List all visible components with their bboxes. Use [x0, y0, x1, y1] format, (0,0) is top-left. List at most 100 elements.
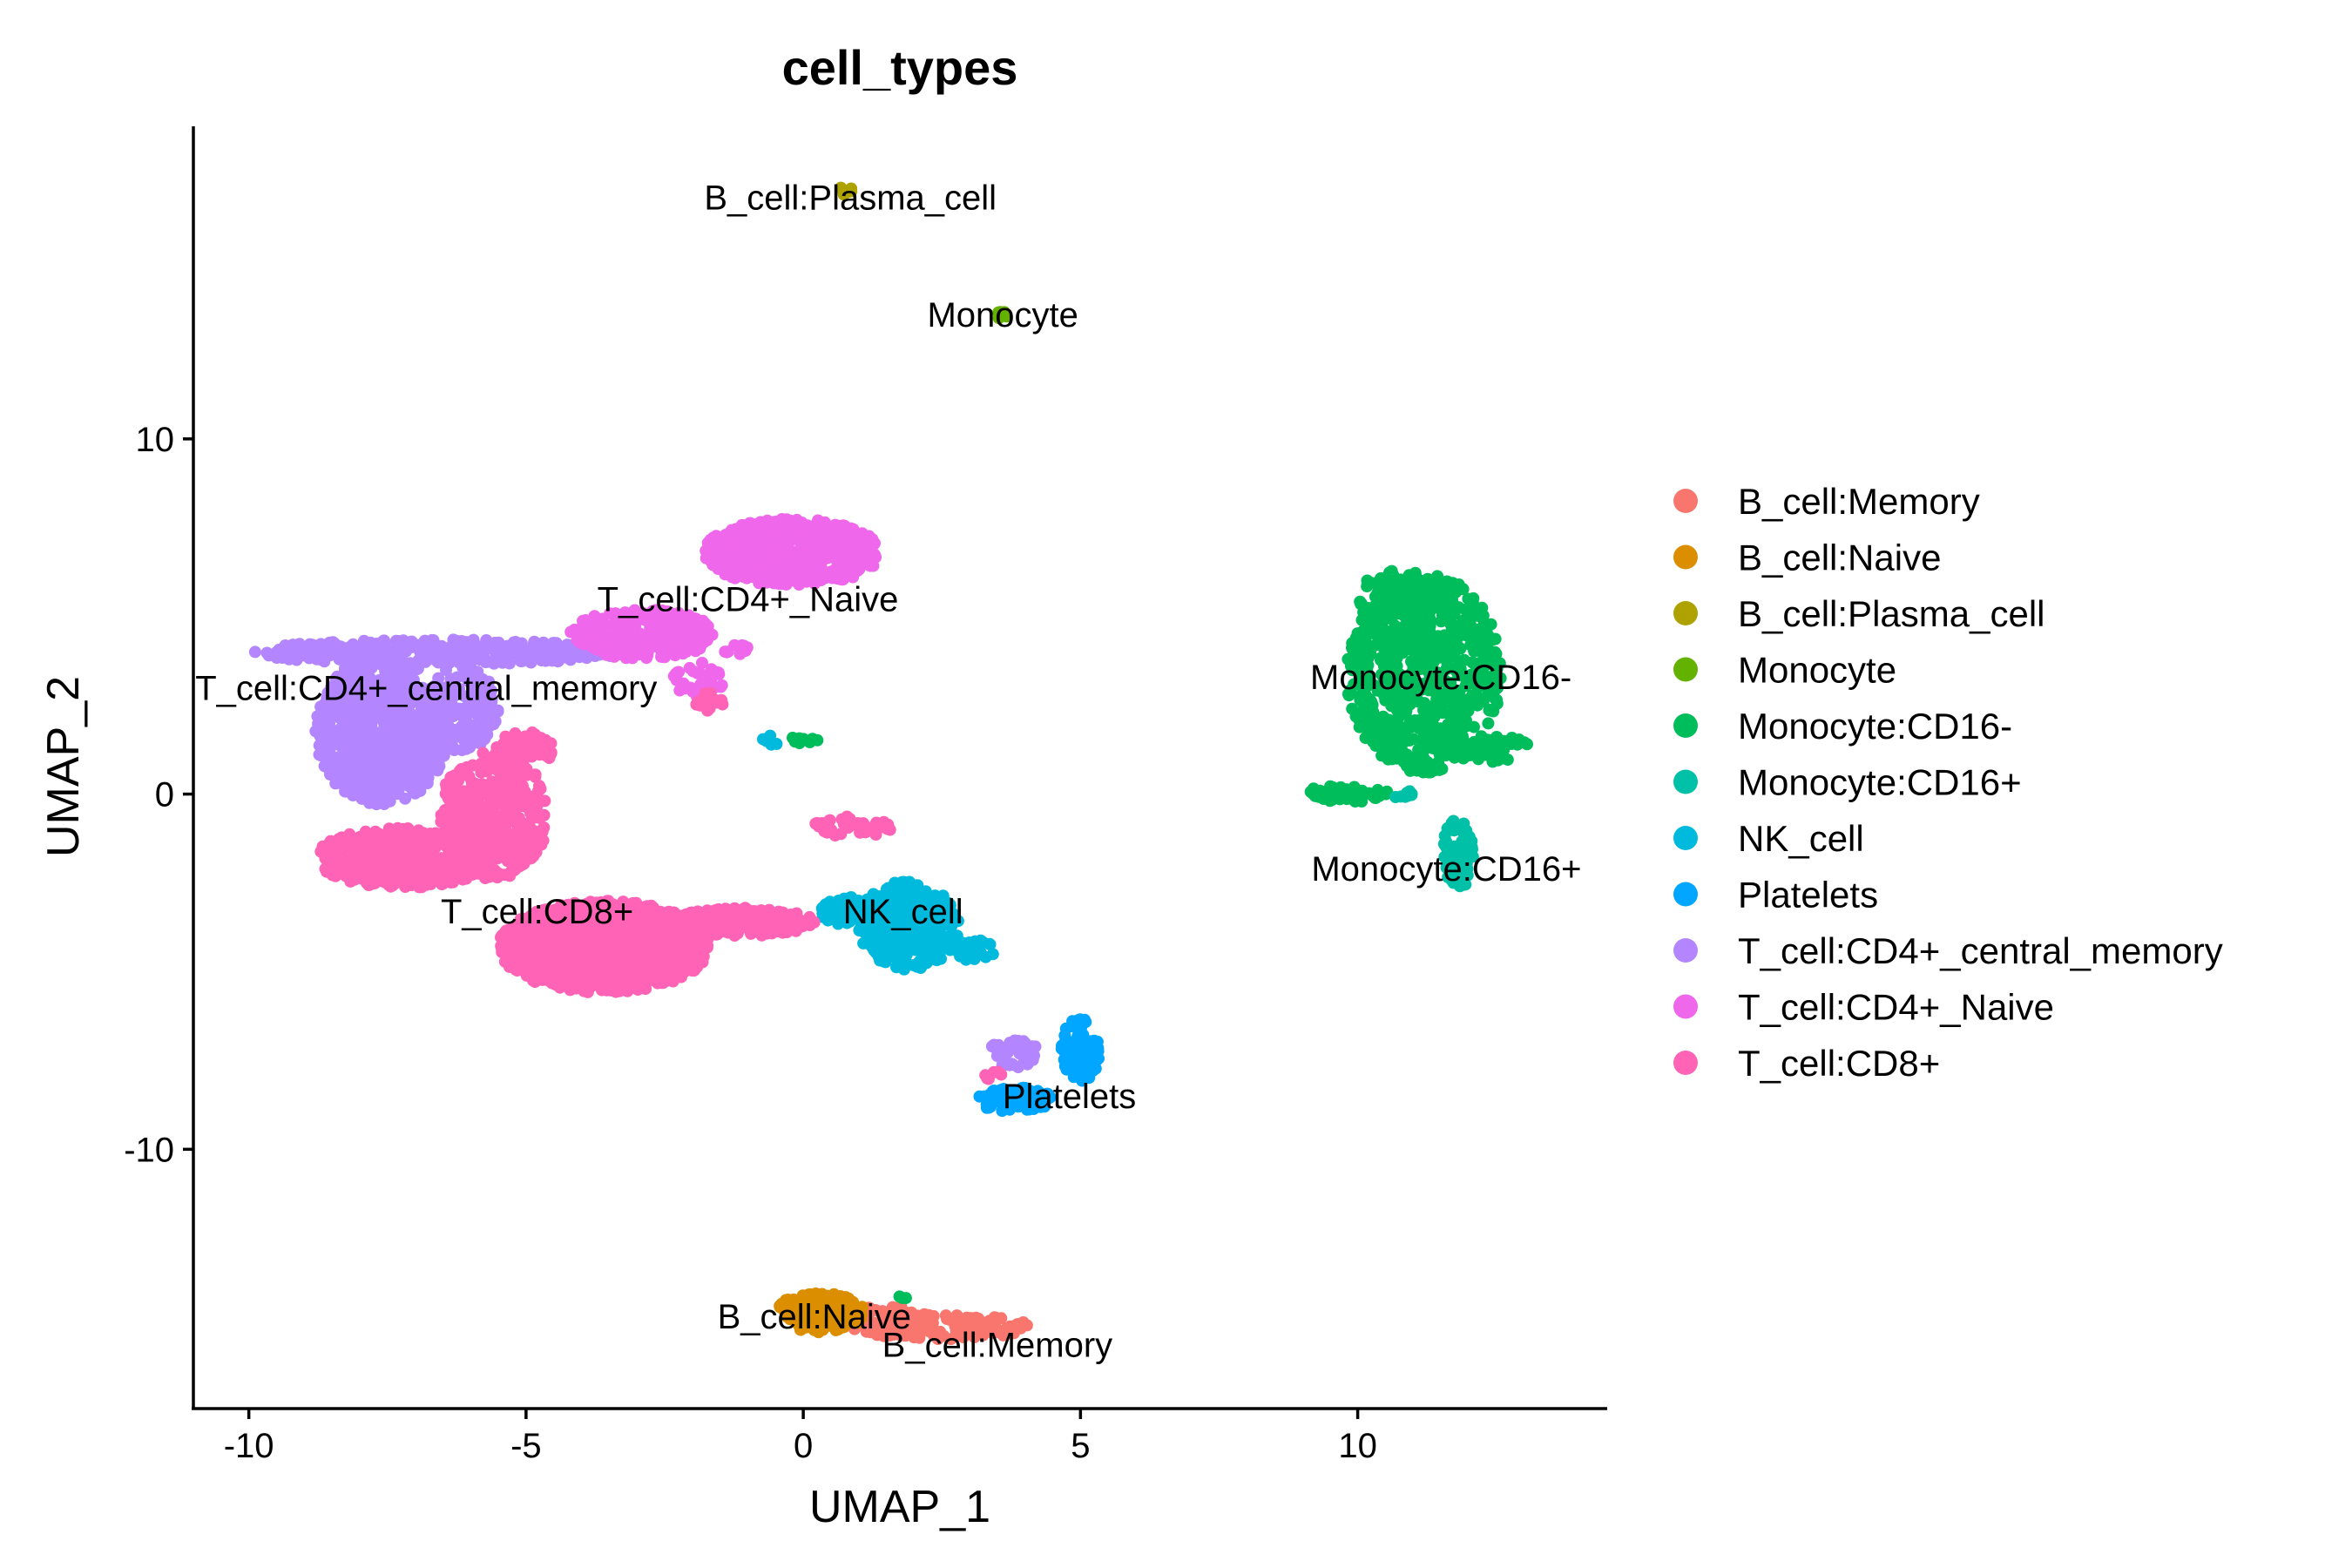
- data-point: [632, 644, 645, 657]
- data-point: [550, 637, 563, 650]
- data-point: [1396, 646, 1409, 659]
- data-point: [746, 558, 759, 571]
- data-point: [652, 963, 666, 977]
- data-point: [1418, 697, 1431, 710]
- data-point: [1448, 824, 1461, 837]
- data-point: [369, 782, 382, 795]
- data-point: [1423, 757, 1436, 770]
- data-point: [950, 1309, 963, 1322]
- data-point: [992, 306, 1004, 319]
- data-point: [585, 640, 598, 653]
- chart-title: cell_types: [782, 40, 1018, 95]
- data-point: [1487, 633, 1499, 646]
- data-point: [409, 720, 422, 733]
- data-point: [802, 1294, 815, 1307]
- data-point: [414, 641, 427, 654]
- data-point: [475, 648, 488, 661]
- data-point: [248, 645, 261, 659]
- data-point: [763, 534, 776, 547]
- data-point: [791, 1298, 804, 1310]
- data-point: [575, 622, 588, 635]
- data-point: [1382, 753, 1395, 766]
- series-0-points: [848, 1300, 1033, 1346]
- data-point: [1505, 732, 1518, 744]
- data-point: [1456, 625, 1469, 639]
- data-point: [1485, 651, 1498, 664]
- data-point: [357, 787, 370, 801]
- data-point: [793, 737, 806, 750]
- data-point: [920, 1310, 933, 1323]
- data-point: [1384, 731, 1397, 744]
- data-point: [454, 729, 467, 742]
- data-point: [388, 732, 401, 745]
- data-point: [990, 1315, 1002, 1328]
- data-point: [1361, 648, 1374, 661]
- data-point: [426, 730, 439, 743]
- data-point: [1440, 696, 1452, 709]
- data-point: [821, 546, 834, 559]
- data-point: [1448, 688, 1461, 701]
- data-point: [415, 766, 428, 779]
- data-point: [827, 566, 840, 579]
- data-point: [814, 524, 828, 537]
- data-point: [835, 551, 848, 564]
- data-point: [1462, 607, 1475, 619]
- data-point: [841, 1304, 854, 1317]
- data-point: [369, 656, 382, 669]
- data-point: [1450, 742, 1463, 755]
- data-point: [996, 1324, 1009, 1337]
- data-point: [415, 707, 428, 720]
- scatter-points: [248, 181, 1533, 1346]
- data-point: [1490, 731, 1504, 744]
- data-point: [314, 749, 328, 762]
- data-point: [908, 1331, 921, 1344]
- data-point: [972, 1312, 985, 1325]
- data-point: [977, 936, 990, 949]
- data-point: [888, 1314, 901, 1327]
- data-point: [879, 952, 892, 965]
- data-point: [478, 733, 491, 746]
- data-point: [739, 530, 752, 543]
- data-point: [1443, 850, 1456, 863]
- data-point: [978, 1326, 991, 1339]
- data-point: [1357, 625, 1370, 637]
- data-point: [949, 1320, 962, 1333]
- data-point: [1435, 578, 1448, 591]
- data-point: [334, 752, 347, 764]
- data-point: [1020, 1319, 1033, 1332]
- data-point: [1370, 628, 1382, 641]
- data-point: [835, 181, 848, 194]
- series-5-points: [1389, 785, 1479, 893]
- data-point: [801, 537, 814, 550]
- data-point: [862, 530, 875, 543]
- data-point: [1446, 605, 1459, 618]
- data-point: [1423, 669, 1436, 682]
- data-point: [745, 569, 758, 581]
- data-point: [1382, 580, 1396, 593]
- data-point: [809, 1305, 822, 1318]
- data-point: [713, 534, 727, 547]
- data-point: [1444, 865, 1457, 878]
- series-6-points: [757, 729, 999, 976]
- data-point: [496, 656, 509, 669]
- data-point: [539, 654, 552, 667]
- data-point: [1464, 639, 1477, 652]
- data-point: [1404, 688, 1417, 701]
- data-point: [683, 661, 696, 674]
- data-point: [735, 639, 748, 652]
- data-point: [794, 553, 807, 566]
- data-point: [1355, 598, 1368, 610]
- data-point: [400, 645, 413, 658]
- series-3-points: [992, 306, 1013, 325]
- data-point: [1367, 706, 1380, 719]
- data-point: [761, 553, 774, 566]
- data-point: [450, 649, 463, 662]
- data-point: [1354, 690, 1366, 703]
- data-point: [1380, 628, 1393, 641]
- data-point: [386, 647, 399, 660]
- data-point: [290, 653, 303, 666]
- data-point: [1467, 591, 1480, 605]
- data-point: [968, 952, 981, 965]
- data-point: [1026, 1053, 1039, 1066]
